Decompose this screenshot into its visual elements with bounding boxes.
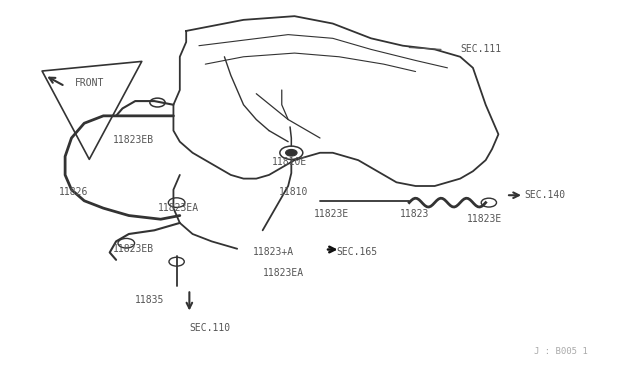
Text: 11835: 11835 [135,295,164,305]
Text: 11810: 11810 [278,186,308,196]
Text: 11823: 11823 [399,209,429,219]
Text: J : B005 1: J : B005 1 [534,347,588,356]
Text: 11823+A: 11823+A [253,247,294,257]
Text: SEC.140: SEC.140 [524,190,565,200]
Text: 11823EB: 11823EB [113,135,154,145]
Circle shape [285,150,297,156]
Text: 11823E: 11823E [314,209,349,219]
Text: 11823E: 11823E [467,214,502,224]
Text: 11823EB: 11823EB [113,244,154,254]
Text: 11810E: 11810E [272,157,307,167]
Text: 11823EA: 11823EA [262,268,304,278]
Text: 11826: 11826 [59,186,88,196]
Text: SEC.110: SEC.110 [189,323,230,333]
Text: SEC.165: SEC.165 [336,247,377,257]
Text: FRONT: FRONT [75,78,104,88]
Text: 11823EA: 11823EA [157,203,198,213]
Text: SEC.111: SEC.111 [460,44,501,54]
